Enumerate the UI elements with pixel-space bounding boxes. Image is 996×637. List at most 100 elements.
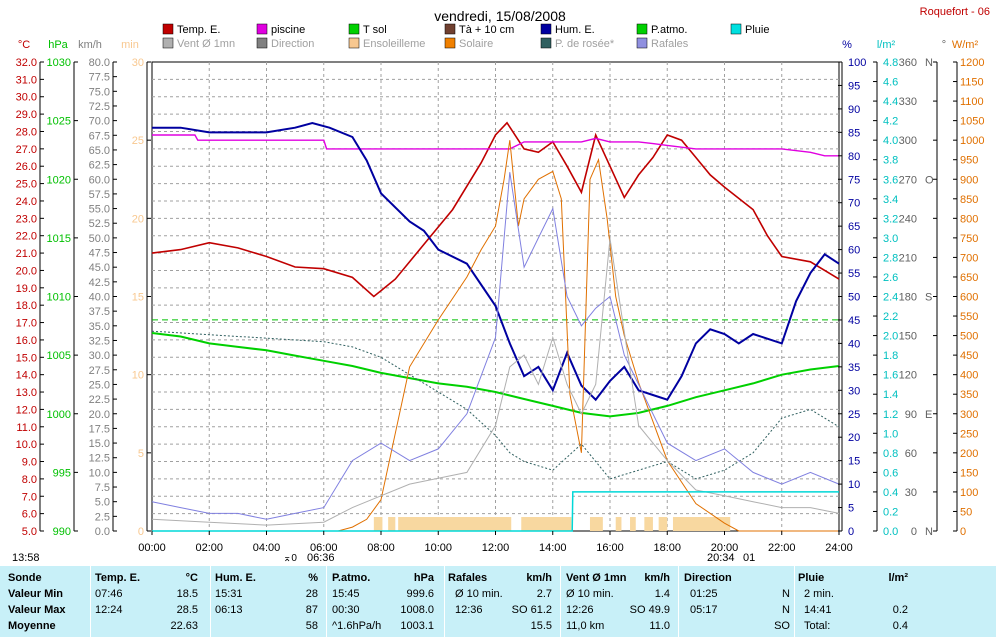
axis-label-hpa: 1000	[47, 409, 71, 421]
table-separator	[90, 566, 91, 637]
summary-row-label: Moyenne	[8, 620, 56, 632]
axis-label-rain: 1.2	[883, 409, 898, 421]
legend-swatch	[540, 23, 552, 35]
x-tick-label: 16:00	[596, 542, 624, 554]
legend-swatch	[162, 23, 174, 35]
axis-label-wm2: 1100	[960, 96, 984, 108]
summary-header: Direction	[684, 572, 732, 584]
legend-swatch	[540, 37, 552, 49]
axis-label-hum: 35	[848, 362, 860, 374]
axis-label-temp: 29.0	[16, 109, 37, 121]
axis-label-hpa: 1005	[47, 350, 71, 362]
summary-table: Sonde Temp. E. °C Hum. E.% P.atmo. hPa Rafales…	[0, 566, 996, 637]
series-hum-e-	[152, 121, 840, 402]
axis-label-min: 25	[132, 135, 144, 147]
axis-label-kmh: 5.0	[95, 497, 110, 509]
x-tick-label: 00:00	[138, 542, 166, 554]
axis-label-rain: 2.0	[883, 331, 898, 343]
legend-swatch	[256, 23, 268, 35]
axis-label-hum: 50	[848, 292, 860, 304]
station-name: Roquefort - 06	[920, 6, 990, 18]
legend-label: Solaire	[459, 38, 493, 50]
summary-cell: Ø 10 min.	[566, 588, 614, 600]
axis-label-hum: 85	[848, 127, 860, 139]
axis-label-rain: 0.4	[883, 487, 898, 499]
axis-label-hpa: 995	[53, 467, 71, 479]
axis-label-temp: 19.0	[16, 283, 37, 295]
sunshine-band	[398, 517, 512, 531]
summary-cell: 1.4	[654, 588, 670, 600]
moonset-marker: 01	[743, 552, 755, 564]
grid	[152, 62, 839, 531]
left-time-marker: 13:58	[12, 552, 40, 564]
axis-label-hum: 70	[848, 198, 860, 210]
summary-header: Temp. E.	[95, 572, 141, 584]
axis-label-kmh: 7.5	[95, 482, 110, 494]
axis-label-kmh: 25.0	[89, 379, 110, 391]
x-tick-label: 18:00	[653, 542, 681, 554]
summary-cell: N	[782, 588, 790, 600]
axis-label-hum: 95	[848, 80, 860, 92]
axis-label-min: 15	[132, 292, 144, 304]
axis-label-hum: 45	[848, 315, 860, 327]
summary-cell: 01:25	[690, 588, 718, 600]
axis-label-hum: 25	[848, 409, 860, 421]
legend-label: Temp. E.	[177, 24, 220, 36]
axis-label-rain: 0.2	[883, 506, 898, 518]
summary-cell: 28	[305, 588, 318, 600]
series-p-de-ros-e-	[151, 330, 840, 480]
axis-label-temp: 6.0	[22, 509, 37, 521]
axis-label-wm2: 350	[960, 389, 978, 401]
axis-label-hum: 40	[848, 338, 860, 350]
legend-label: P. de rosée*	[555, 38, 615, 50]
summary-cell: 12:26	[566, 604, 594, 616]
axis-label-rain: 3.6	[883, 174, 898, 186]
table-separator	[326, 566, 327, 637]
axis-label-rain: 4.6	[883, 77, 898, 89]
axis-label-kmh: 0.0	[95, 526, 110, 538]
summary-row-label: Valeur Max	[8, 604, 66, 616]
axis-label-wm2: 750	[960, 233, 978, 245]
axis-label-rain: 3.8	[883, 155, 898, 167]
axis-label-hpa: 1010	[47, 292, 71, 304]
legend-swatch	[444, 37, 456, 49]
table-separator	[444, 566, 445, 637]
summary-cell: 0.4	[892, 620, 908, 632]
axis-label-deg: 330	[899, 96, 917, 108]
axis-label-wm2: 1200	[960, 57, 984, 69]
series-piscine	[152, 134, 839, 157]
axis-label-wm2: 500	[960, 331, 978, 343]
axis-label-kmh: 52.5	[89, 218, 110, 230]
axis-dir-label: S	[925, 292, 932, 304]
sunshine-band	[521, 517, 572, 531]
axis-label-kmh: 40.0	[89, 292, 110, 304]
summary-cell: 22.63	[170, 620, 198, 632]
axis-label-hum: 10	[848, 479, 860, 491]
summary-cell: Ø 10 min.	[455, 588, 503, 600]
summary-cell: 15:45	[332, 588, 360, 600]
axis-label-rain: 2.6	[883, 272, 898, 284]
axis-label-wm2: 1050	[960, 116, 984, 128]
summary-header: km/h	[644, 572, 670, 584]
legend-label: Vent Ø 1mn	[177, 38, 235, 50]
axis-label-temp: 22.0	[16, 231, 37, 243]
axis-label-kmh: 77.5	[89, 72, 110, 84]
summary-cell: 2 min.	[804, 588, 834, 600]
axis-label-temp: 30.0	[16, 92, 37, 104]
summary-cell: 15.5	[530, 620, 552, 632]
axis-label-temp: 9.0	[22, 457, 37, 469]
axis-title-deg: °	[942, 39, 946, 51]
sunshine-band	[373, 517, 383, 531]
summary-header: %	[308, 572, 318, 584]
axis-label-wm2: 700	[960, 252, 978, 264]
axis-label-deg: 90	[905, 409, 917, 421]
summary-cell: 00:30	[332, 604, 360, 616]
summary-header: Vent Ø 1mn	[566, 572, 627, 584]
axis-label-rain: 1.8	[883, 350, 898, 362]
axis-title-hpa: hPa	[48, 39, 68, 51]
axis-label-rain: 1.0	[883, 428, 898, 440]
axis-label-deg: 270	[899, 174, 917, 186]
axis-label-rain: 2.8	[883, 252, 898, 264]
summary-cell: 58	[305, 620, 318, 632]
axis-label-rain: 2.4	[883, 292, 898, 304]
